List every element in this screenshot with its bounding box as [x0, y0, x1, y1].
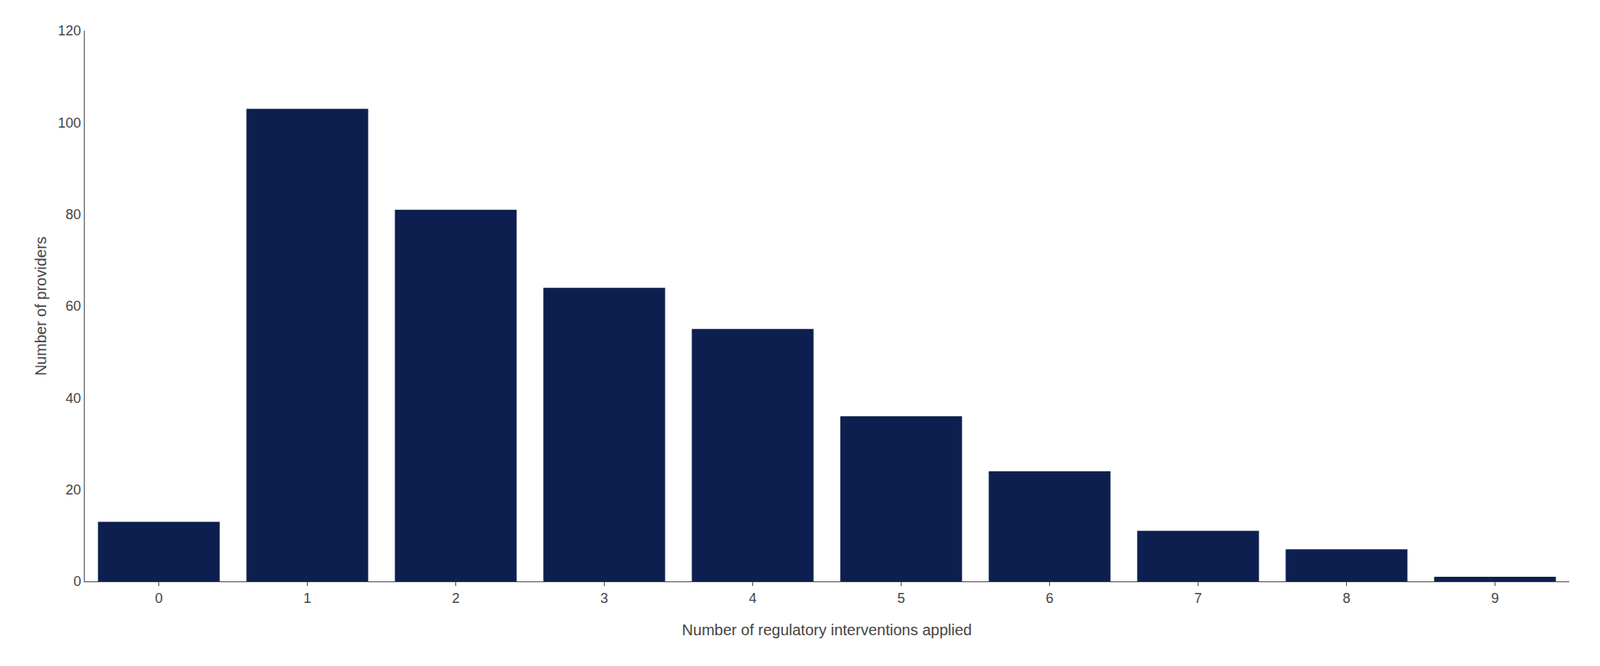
svg-text:2: 2: [451, 590, 460, 607]
svg-text:6: 6: [1045, 590, 1054, 607]
svg-text:20: 20: [65, 482, 81, 498]
svg-text:0: 0: [154, 590, 163, 607]
svg-text:100: 100: [57, 115, 81, 131]
svg-text:120: 120: [57, 23, 81, 39]
svg-text:5: 5: [896, 590, 905, 607]
svg-text:7: 7: [1193, 590, 1202, 607]
svg-text:1: 1: [303, 590, 311, 607]
svg-text:4: 4: [748, 590, 757, 607]
svg-text:Number of providers: Number of providers: [32, 236, 50, 376]
svg-text:3: 3: [600, 590, 608, 607]
svg-text:40: 40: [65, 390, 81, 407]
svg-text:60: 60: [65, 298, 81, 314]
svg-text:9: 9: [1490, 590, 1499, 607]
svg-text:0: 0: [73, 573, 81, 590]
svg-text:Number of regulatory intervent: Number of regulatory interventions appli…: [682, 621, 973, 639]
svg-text:8: 8: [1342, 590, 1350, 607]
svg-text:80: 80: [65, 206, 81, 223]
